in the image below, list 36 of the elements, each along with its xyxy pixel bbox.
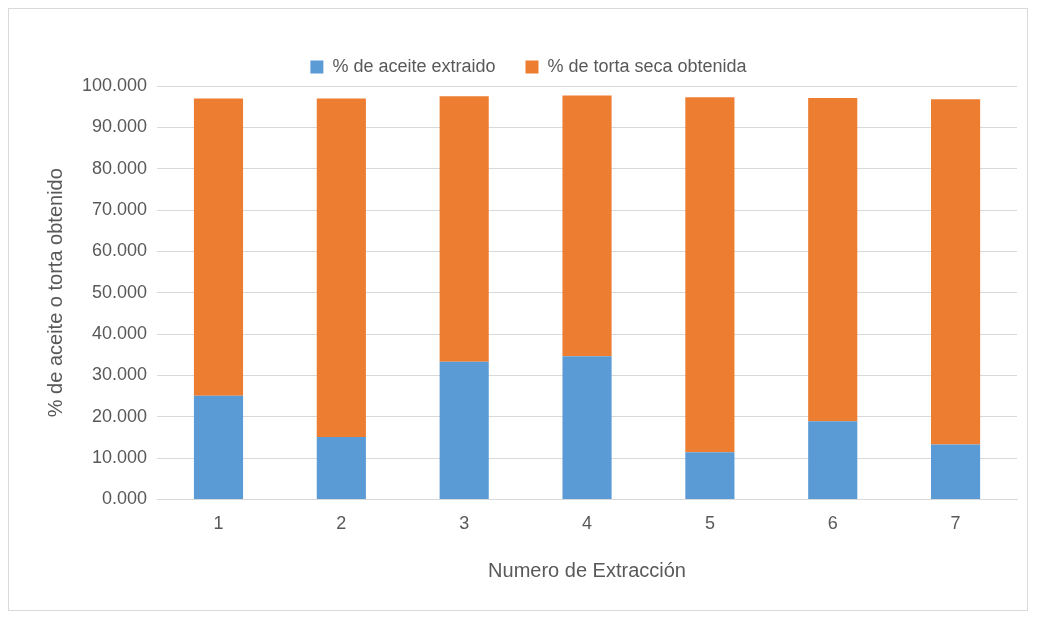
bar bbox=[931, 444, 981, 499]
y-tick-label: 0.000 bbox=[102, 488, 148, 509]
y-tick-label: 80.000 bbox=[92, 157, 148, 178]
x-axis-title: Numero de Extracción bbox=[488, 558, 686, 581]
y-tick-label: 30.000 bbox=[92, 364, 148, 385]
x-tick-label: 7 bbox=[950, 513, 961, 534]
y-tick-label: 10.000 bbox=[92, 447, 148, 468]
bar bbox=[193, 98, 244, 396]
bar bbox=[316, 98, 366, 437]
y-tick-label: 100.000 bbox=[81, 74, 148, 95]
y-tick-label: 50.000 bbox=[92, 281, 148, 302]
x-tick-label: 5 bbox=[704, 513, 715, 534]
bar bbox=[685, 452, 735, 499]
x-tick-label: 3 bbox=[459, 513, 470, 534]
y-tick-label: 40.000 bbox=[92, 323, 148, 344]
x-tick-label: 2 bbox=[336, 513, 347, 534]
legend-label: % de torta seca obtenida bbox=[547, 55, 748, 76]
bar bbox=[562, 356, 612, 499]
bar bbox=[193, 395, 244, 499]
bar bbox=[439, 361, 489, 499]
x-tick-label: 4 bbox=[582, 513, 593, 534]
bar bbox=[439, 96, 489, 362]
legend-label: % de aceite extraido bbox=[332, 55, 496, 76]
x-tick-label: 6 bbox=[827, 513, 838, 534]
y-axis-title: % de aceite o torta obtenido bbox=[43, 168, 66, 418]
x-tick-label: 1 bbox=[213, 513, 224, 534]
bar bbox=[808, 421, 858, 499]
bar bbox=[931, 99, 981, 445]
bar bbox=[685, 97, 735, 453]
y-tick-label: 90.000 bbox=[92, 116, 148, 137]
bar bbox=[316, 436, 366, 499]
y-tick-label: 60.000 bbox=[92, 240, 148, 261]
y-tick-label: 70.000 bbox=[92, 198, 148, 219]
y-tick-label: 20.000 bbox=[92, 405, 148, 426]
bar bbox=[562, 95, 612, 357]
bar bbox=[808, 97, 858, 422]
